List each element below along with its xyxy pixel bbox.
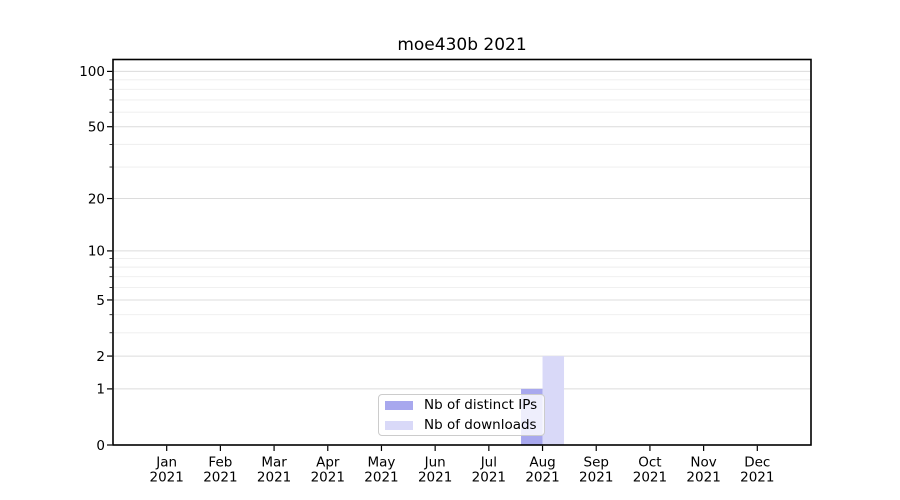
x-tick-label: May (368, 455, 396, 471)
x-tick-label: Oct (638, 455, 661, 471)
y-tick-label: 1 (96, 382, 105, 398)
x-tick-label: Nov (690, 455, 716, 471)
x-tick-label: Jun (424, 455, 446, 471)
y-tick-label: 5 (96, 293, 105, 309)
legend-item: Nb of distinct IPs (385, 397, 538, 413)
x-tick-label: 2021 (633, 470, 667, 486)
x-tick-label: Mar (261, 455, 287, 471)
x-tick-label: 2021 (740, 470, 774, 486)
bar-downloads (542, 356, 565, 445)
x-tick-label: 2021 (203, 470, 237, 486)
x-tick-label: Aug (529, 455, 555, 471)
y-tick-label: 0 (96, 438, 105, 454)
x-tick-label: Sep (584, 455, 609, 471)
legend-label: Nb of distinct IPs (424, 397, 538, 413)
y-tick-label: 100 (79, 64, 105, 80)
x-tick-label: 2021 (311, 470, 345, 486)
x-tick-label: Apr (316, 455, 340, 471)
y-tick-label: 2 (96, 349, 105, 365)
legend-label: Nb of downloads (424, 417, 537, 433)
x-tick-label: 2021 (257, 470, 291, 486)
legend-swatch-distinct-ips (385, 400, 413, 410)
x-tick-label: 2021 (686, 470, 720, 486)
x-tick-label: 2021 (579, 470, 613, 486)
x-tick-label: 2021 (472, 470, 506, 486)
x-tick-label: 2021 (150, 470, 184, 486)
x-tick-label: Feb (208, 455, 232, 471)
y-tick-label: 50 (88, 120, 105, 136)
y-tick-label: 10 (88, 244, 105, 260)
x-tick-label: 2021 (418, 470, 452, 486)
x-tick-label: 2021 (525, 470, 559, 486)
x-tick-label: Jul (480, 455, 497, 471)
y-tick-label: 20 (88, 191, 105, 207)
legend: Nb of distinct IPs Nb of downloads (378, 394, 545, 436)
x-tick-label: Dec (744, 455, 770, 471)
plot-border (112, 58, 812, 446)
legend-swatch-downloads (385, 420, 413, 430)
legend-item: Nb of downloads (385, 417, 538, 433)
chart-title: moe430b 2021 (397, 35, 527, 55)
x-tick-label: Jan (155, 455, 177, 471)
x-tick-label: 2021 (364, 470, 398, 486)
